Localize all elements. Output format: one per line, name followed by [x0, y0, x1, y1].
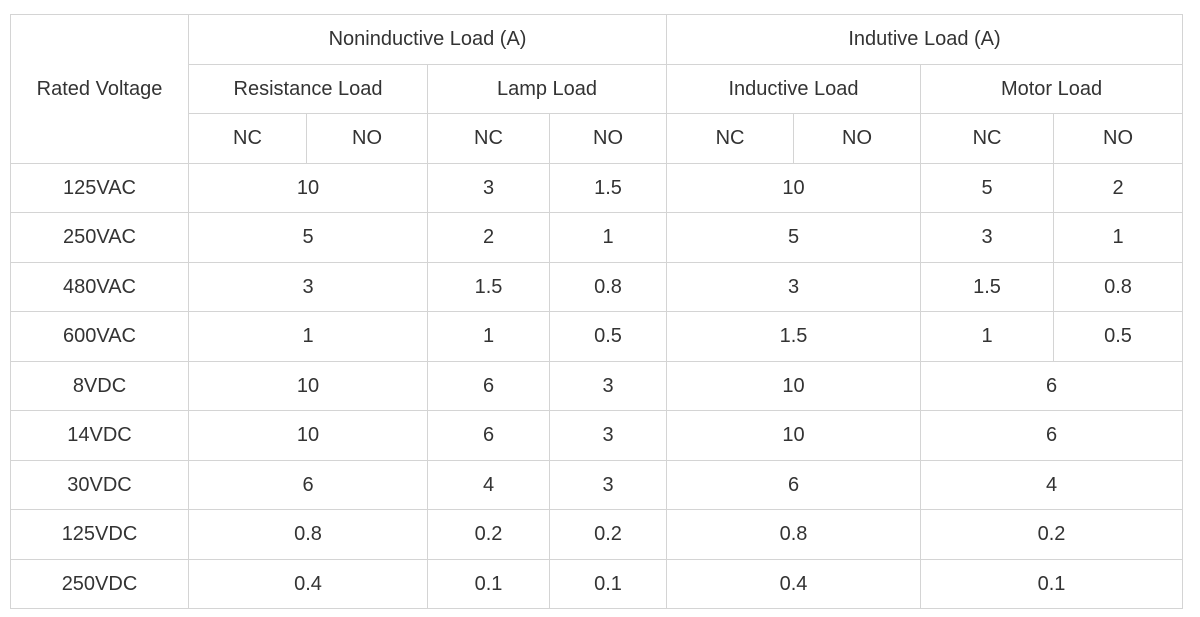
nc-header: NC	[920, 113, 1055, 164]
motor-no-cell: 2	[1053, 162, 1184, 213]
inductive-cell: 5	[666, 212, 922, 263]
lamp-no-cell: 0.8	[548, 261, 668, 312]
inductive-cell: 10	[666, 360, 922, 411]
resistance-load-header: Resistance Load	[188, 63, 428, 114]
lamp-nc-cell: 1.5	[427, 261, 550, 312]
motor-load-header: Motor Load	[920, 63, 1184, 114]
voltage-cell: 125VDC	[10, 509, 189, 560]
load-ratings-table: Rated Voltage Noninductive Load (A) Indu…	[10, 14, 1184, 609]
header-row-1: Rated Voltage Noninductive Load (A) Indu…	[10, 14, 1184, 164]
motor-nc-cell: 5	[920, 162, 1055, 213]
lamp-no-cell: 3	[548, 459, 668, 510]
table-header: Rated Voltage Noninductive Load (A) Indu…	[10, 14, 1184, 164]
no-header: NO	[1053, 113, 1184, 164]
voltage-cell: 30VDC	[10, 459, 189, 510]
inductive-cell: 0.4	[666, 558, 922, 609]
lamp-nc-cell: 6	[427, 360, 550, 411]
resistance-cell: 3	[188, 261, 428, 312]
voltage-cell: 8VDC	[10, 360, 189, 411]
lamp-nc-cell: 2	[427, 212, 550, 263]
table-container: Rated Voltage Noninductive Load (A) Indu…	[10, 14, 1184, 609]
motor-cell: 6	[920, 360, 1184, 411]
motor-no-cell: 0.5	[1053, 311, 1184, 362]
lamp-nc-cell: 4	[427, 459, 550, 510]
inductive-cell: 10	[666, 410, 922, 461]
voltage-cell: 600VAC	[10, 311, 189, 362]
voltage-cell: 14VDC	[10, 410, 189, 461]
lamp-nc-cell: 0.1	[427, 558, 550, 609]
motor-no-cell: 1	[1053, 212, 1184, 263]
motor-nc-cell: 3	[920, 212, 1055, 263]
lamp-no-cell: 3	[548, 410, 668, 461]
inductive-cell: 6	[666, 459, 922, 510]
header-row-3: NC NO NC NO NC NO NC NO	[11, 113, 1184, 164]
nc-header: NC	[188, 113, 307, 164]
nc-header: NC	[666, 113, 795, 164]
motor-no-cell: 0.8	[1053, 261, 1184, 312]
resistance-cell: 10	[188, 360, 428, 411]
table-body: 125VAC 10 3 1.5 10 5 2 250VAC 5 2 1 5 3 …	[10, 162, 1184, 609]
motor-cell: 4	[920, 459, 1184, 510]
motor-cell: 6	[920, 410, 1184, 461]
table-row: 600VAC 1 1 0.5 1.5 1 0.5	[10, 311, 1184, 362]
resistance-cell: 10	[188, 162, 428, 213]
motor-nc-cell: 1.5	[920, 261, 1055, 312]
table-row: 30VDC 6 4 3 6 4	[10, 459, 1184, 510]
table-row: 14VDC 10 6 3 10 6	[10, 410, 1184, 461]
resistance-cell: 0.8	[188, 509, 428, 560]
lamp-nc-cell: 1	[427, 311, 550, 362]
table-row: 250VDC 0.4 0.1 0.1 0.4 0.1	[10, 558, 1184, 609]
inductive-cell: 3	[666, 261, 922, 312]
inductive-cell: 1.5	[666, 311, 922, 362]
resistance-cell: 6	[188, 459, 428, 510]
no-header: NO	[306, 113, 428, 164]
no-header: NO	[548, 113, 668, 164]
lamp-no-cell: 0.2	[548, 509, 668, 560]
voltage-cell: 250VAC	[10, 212, 189, 263]
resistance-cell: 10	[188, 410, 428, 461]
lamp-no-cell: 0.1	[548, 558, 668, 609]
nc-header: NC	[427, 113, 550, 164]
table-row: 8VDC 10 6 3 10 6	[10, 360, 1184, 411]
inductive-load-group-header: Indutive Load (A)	[666, 14, 1184, 65]
lamp-nc-cell: 6	[427, 410, 550, 461]
table-row: 125VDC 0.8 0.2 0.2 0.8 0.2	[10, 509, 1184, 560]
resistance-cell: 5	[188, 212, 428, 263]
lamp-nc-cell: 0.2	[427, 509, 550, 560]
lamp-no-cell: 3	[548, 360, 668, 411]
resistance-cell: 1	[188, 311, 428, 362]
lamp-no-cell: 0.5	[548, 311, 668, 362]
no-header: NO	[793, 113, 922, 164]
lamp-no-cell: 1.5	[548, 162, 668, 213]
inductive-cell: 10	[666, 162, 922, 213]
noninductive-load-header: Noninductive Load (A)	[187, 14, 668, 65]
voltage-cell: 250VDC	[10, 558, 189, 609]
resistance-cell: 0.4	[188, 558, 428, 609]
lamp-load-header: Lamp Load	[426, 63, 668, 114]
table-row: 480VAC 3 1.5 0.8 3 1.5 0.8	[10, 261, 1184, 312]
motor-nc-cell: 1	[920, 311, 1055, 362]
lamp-no-cell: 1	[548, 212, 668, 263]
table-row: 250VAC 5 2 1 5 3 1	[10, 212, 1184, 263]
inductive-cell: 0.8	[666, 509, 922, 560]
motor-cell: 0.1	[920, 558, 1184, 609]
voltage-cell: 125VAC	[10, 162, 189, 213]
voltage-cell: 480VAC	[10, 261, 189, 312]
lamp-nc-cell: 3	[427, 162, 550, 213]
table-row: 125VAC 10 3 1.5 10 5 2	[10, 162, 1184, 213]
motor-cell: 0.2	[920, 509, 1184, 560]
rated-voltage-header: Rated Voltage	[10, 14, 189, 164]
inductive-load-header: Inductive Load	[666, 63, 922, 114]
header-row-2: Resistance Load Lamp Load Inductive Load…	[11, 63, 1184, 114]
